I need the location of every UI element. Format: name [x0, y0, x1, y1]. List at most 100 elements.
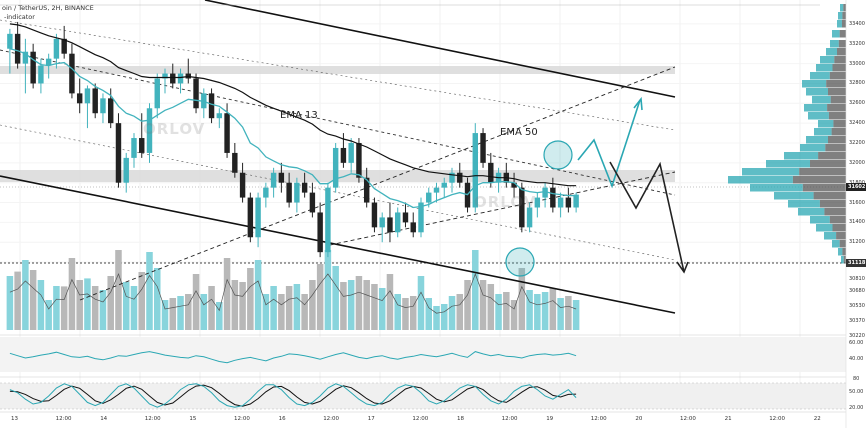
profile-bar	[841, 20, 846, 28]
profile-bar	[829, 72, 846, 80]
volume-bar	[526, 290, 533, 330]
candle-body	[488, 162, 494, 183]
volume-tick-label: 30680	[849, 288, 865, 294]
profile-bar	[750, 184, 803, 192]
price-tick-label: 32200	[849, 140, 865, 146]
profile-bar	[826, 48, 837, 56]
profile-bar	[818, 152, 846, 160]
profile-bar	[806, 88, 828, 96]
channel-mid-dashed	[0, 49, 676, 196]
volume-bar	[200, 294, 208, 330]
volume-bar	[29, 270, 37, 330]
profile-bar	[829, 216, 846, 224]
channel-lower-line	[0, 175, 676, 314]
volume-bar	[262, 294, 270, 330]
candle-body	[224, 113, 230, 153]
candle-body	[557, 197, 564, 208]
profile-bar	[774, 192, 814, 200]
candle-body	[239, 172, 246, 198]
profile-bar	[742, 168, 800, 176]
candle-body	[410, 222, 416, 233]
candle-body	[162, 73, 168, 79]
volume-bar	[14, 271, 21, 330]
volume-bar	[254, 260, 262, 330]
profile-bar	[832, 30, 840, 38]
profile-bar	[828, 112, 846, 120]
ema13-line	[9, 48, 577, 209]
price-tick-label: 31800	[849, 180, 865, 186]
candle-body	[247, 197, 254, 238]
rising-dashed-2	[329, 171, 676, 246]
trend-channel-lines	[0, 0, 820, 314]
profile-bar	[838, 40, 846, 48]
rising-dashed-1	[79, 66, 676, 301]
profile-bar	[833, 120, 846, 128]
volume-bar	[84, 278, 91, 330]
profile-bar	[824, 208, 846, 216]
profile-bar	[818, 120, 834, 128]
volume-tick-label: 30810	[849, 276, 865, 282]
volume-bar	[510, 300, 518, 330]
profile-bar	[832, 240, 840, 248]
ema-lines	[9, 23, 577, 209]
candle-body	[534, 197, 541, 208]
rsi-panel	[0, 334, 846, 372]
volume-bar	[138, 272, 146, 330]
profile-bar	[820, 56, 835, 64]
candle-body	[402, 212, 409, 223]
candle-body	[30, 51, 36, 84]
candle-body	[216, 113, 223, 119]
ema13-label: EMA 13	[280, 110, 318, 121]
candle-body	[395, 212, 401, 233]
profile-bar	[804, 104, 828, 112]
volume-bar	[541, 292, 549, 330]
profile-bar	[792, 176, 846, 184]
volume-bar	[402, 298, 409, 330]
volume-bar	[371, 284, 378, 330]
price-tick-label: 31600	[849, 199, 865, 206]
candle-body	[519, 187, 525, 228]
time-tick-label: 12:00	[412, 416, 429, 422]
candle-body	[332, 147, 339, 188]
volume-bar	[425, 298, 433, 330]
volume-bar	[503, 292, 510, 330]
profile-bar	[816, 224, 833, 232]
profile-bar	[813, 192, 846, 200]
profile-bar	[810, 216, 830, 224]
time-tick-label: 20	[635, 416, 643, 422]
candle-body	[340, 147, 347, 163]
time-tick-label: 12:00	[144, 416, 161, 422]
profile-bar	[836, 232, 846, 240]
volume-bar	[99, 290, 107, 330]
candle-body	[278, 172, 285, 183]
candlesticks[interactable]	[7, 21, 579, 258]
candle-body	[139, 138, 145, 153]
price-tick-label: 32800	[849, 80, 865, 87]
volume-bar	[22, 260, 29, 330]
volume-bar	[495, 294, 502, 330]
volume-tick-label: 30530	[849, 303, 865, 309]
volume-bar	[293, 284, 301, 330]
time-tick-label: 13	[11, 416, 18, 422]
channel-upper-line	[204, 0, 676, 98]
candle-body	[348, 143, 354, 163]
price-tick-label: 32600	[849, 100, 865, 107]
candle-body	[356, 143, 362, 178]
volume-bar	[107, 276, 114, 330]
volume-bar	[456, 294, 464, 330]
profile-bar	[831, 128, 846, 136]
candle-body	[472, 133, 478, 208]
volume-bar	[68, 258, 76, 330]
profile-bar	[825, 144, 846, 152]
price-axis	[845, 0, 866, 428]
candle-body	[208, 93, 215, 119]
volume-bar	[549, 288, 557, 330]
time-tick-label: 12:00	[55, 416, 72, 422]
volume-bar	[285, 286, 293, 330]
price-tick-label: 31400	[849, 219, 865, 226]
candle-body	[14, 33, 21, 64]
profile-bar	[830, 96, 846, 104]
profile-bar	[832, 64, 846, 72]
